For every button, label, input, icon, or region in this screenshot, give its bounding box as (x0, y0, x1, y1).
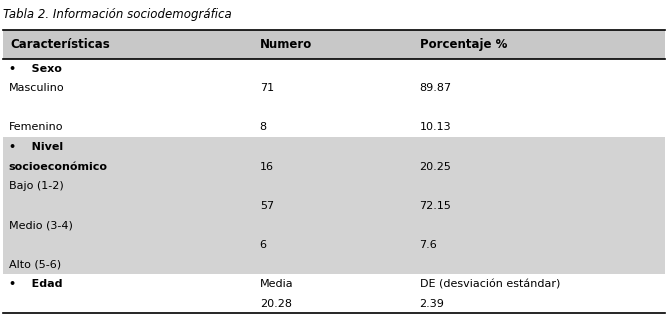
Text: Tabla 2. Información sociodemográfica: Tabla 2. Información sociodemográfica (3, 8, 232, 21)
Bar (3, 294, 665, 313)
Text: •    Nivel: • Nivel (9, 142, 63, 152)
Text: Numero: Numero (260, 38, 312, 51)
Text: •    Sexo: • Sexo (9, 64, 61, 74)
Text: •    Edad: • Edad (9, 279, 62, 289)
Text: DE (desviación estándar): DE (desviación estándar) (420, 279, 560, 289)
Bar (3, 117, 665, 137)
Text: Características: Características (10, 38, 110, 51)
Text: 89.87: 89.87 (420, 83, 452, 93)
Text: Porcentaje %: Porcentaje % (420, 38, 507, 51)
Text: Bajo (1-2): Bajo (1-2) (9, 181, 63, 191)
Text: Alto (5-6): Alto (5-6) (9, 260, 61, 269)
Text: socioeconómico: socioeconómico (9, 162, 108, 172)
Text: Masculino: Masculino (9, 83, 65, 93)
Bar (3, 59, 665, 78)
Bar (3, 137, 665, 157)
Text: 6: 6 (260, 240, 267, 250)
Text: 7.6: 7.6 (420, 240, 438, 250)
Bar (3, 30, 665, 59)
Text: Medio (3-4): Medio (3-4) (9, 220, 73, 230)
Bar (3, 235, 665, 255)
Text: 20.28: 20.28 (260, 299, 292, 309)
Bar (3, 98, 665, 117)
Text: Media: Media (260, 279, 293, 289)
Bar (3, 196, 665, 215)
Text: 8: 8 (260, 123, 267, 132)
Text: 57: 57 (260, 201, 274, 211)
Text: 72.15: 72.15 (420, 201, 452, 211)
Bar (3, 157, 665, 176)
Text: 16: 16 (260, 162, 274, 172)
Text: Femenino: Femenino (9, 123, 63, 132)
Bar (3, 255, 665, 274)
Text: 20.25: 20.25 (420, 162, 452, 172)
Bar (3, 176, 665, 196)
Bar (3, 78, 665, 98)
Bar (3, 215, 665, 235)
Text: 2.39: 2.39 (420, 299, 444, 309)
Text: 71: 71 (260, 83, 274, 93)
Text: 10.13: 10.13 (420, 123, 451, 132)
Bar (3, 274, 665, 294)
